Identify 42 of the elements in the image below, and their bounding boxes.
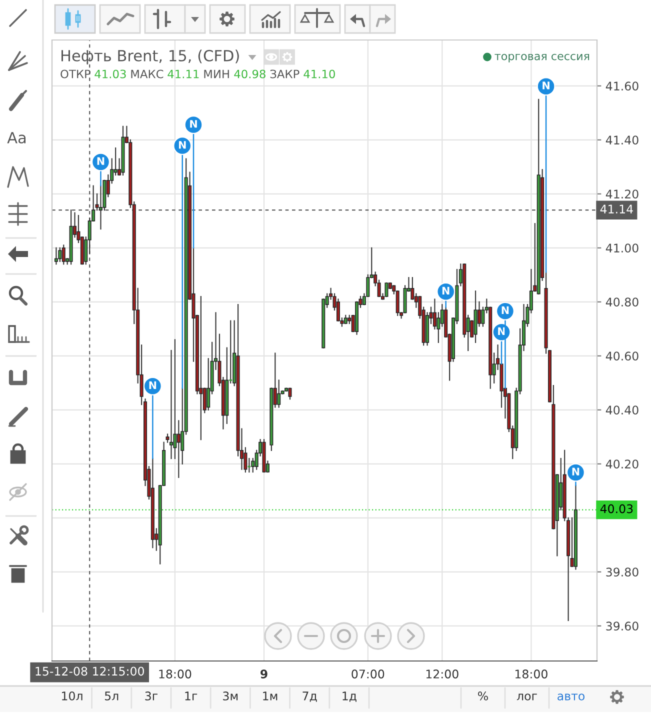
text: авто <box>558 694 584 700</box>
annotation: N <box>149 381 156 389</box>
annotation: N <box>542 82 550 90</box>
x-tick-label: 9 <box>260 670 268 678</box>
text: 1м <box>263 692 278 700</box>
text: 5л <box>104 692 118 700</box>
y-tick-label: 41.60 <box>606 82 638 91</box>
ref-line-label: 41.14 <box>600 204 633 214</box>
y-tick-label: 41.20 <box>606 190 638 199</box>
annotation: N <box>178 141 186 149</box>
ref-line-label: 40.03 <box>600 504 633 514</box>
y-tick-label: 40.80 <box>606 298 638 307</box>
y-tick-label: 39.60 <box>606 622 638 631</box>
annotation: торговая сессия <box>494 54 590 62</box>
x-tick-label: 18:00 <box>159 670 192 678</box>
text: 3м <box>223 691 238 700</box>
annotation: N <box>498 327 505 335</box>
text: 3г <box>145 691 158 700</box>
text: % <box>478 691 488 700</box>
x-tick-label: 18:00 <box>515 670 548 678</box>
y-tick-label: 41.00 <box>606 244 638 253</box>
annotation: N <box>502 306 509 314</box>
annotation: N <box>190 120 197 128</box>
y-tick-label: 41.40 <box>606 136 638 145</box>
y-tick-label: 40.60 <box>606 352 638 361</box>
ref-line-label: 15-12-08 12:15:00 <box>36 666 144 676</box>
annotation: N <box>97 157 104 165</box>
text: Нефть Brent, 15, (CFD) <box>62 50 239 64</box>
annotation: N <box>442 286 450 294</box>
x-tick-label: 07:00 <box>352 670 384 678</box>
annotation: N <box>572 468 580 476</box>
text: 1г <box>185 692 198 700</box>
text: 7д <box>302 692 317 702</box>
annotation: ОТКР 41.03 МАКС 41.11 МИН 40.98 ЗАКР 41.10 <box>60 70 335 78</box>
y-tick-label: 39.80 <box>606 568 638 577</box>
text: 10л <box>62 691 82 700</box>
text: Aa <box>7 132 26 144</box>
y-tick-label: 40.40 <box>606 406 638 415</box>
text: лог <box>516 694 537 700</box>
text: 1д <box>342 692 356 702</box>
y-tick-label: 40.20 <box>606 460 638 469</box>
x-tick-label: 12:00 <box>426 670 458 678</box>
